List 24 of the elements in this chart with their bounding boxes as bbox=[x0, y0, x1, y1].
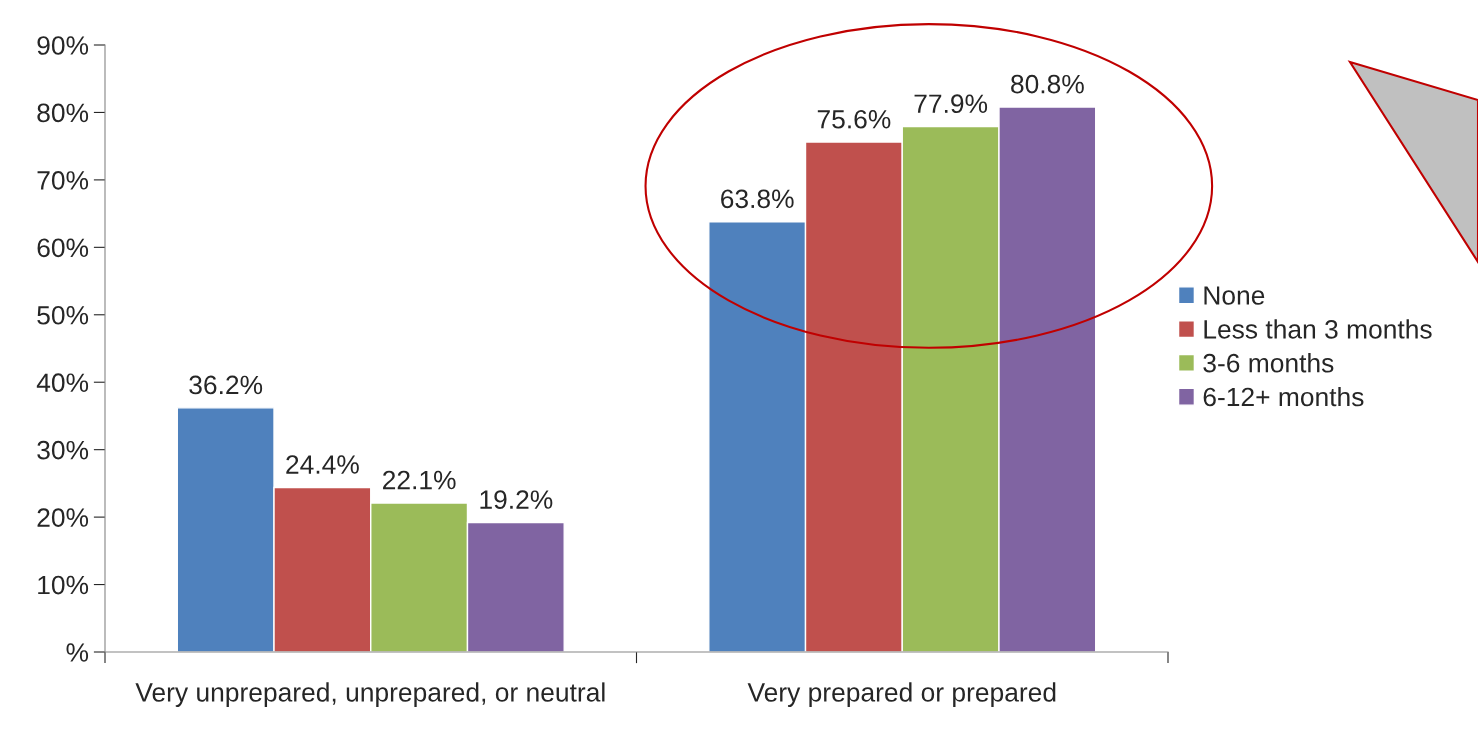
y-tick-label: 80% bbox=[37, 103, 89, 123]
data-label: 19.2% bbox=[480, 490, 553, 509]
data-label: 22.1% bbox=[383, 470, 456, 490]
data-label: 63.8% bbox=[721, 189, 794, 209]
data-label: 24.4% bbox=[286, 455, 359, 474]
data-label: 80.8% bbox=[1011, 74, 1084, 94]
y-tick-label: 30% bbox=[37, 440, 89, 460]
y-tick-label: 10% bbox=[38, 575, 89, 595]
y-tick-label: 70% bbox=[37, 171, 89, 190]
data-label: 77.9% bbox=[914, 94, 988, 114]
data-label: 36.2% bbox=[189, 375, 263, 395]
y-tick-label: 50% bbox=[37, 305, 89, 325]
legend-label: None bbox=[1204, 286, 1265, 305]
y-tick-label: 40% bbox=[36, 373, 89, 393]
legend-label: Less than 3 months bbox=[1204, 319, 1432, 339]
y-tick-label: 60% bbox=[37, 238, 89, 258]
y-tick-label: % bbox=[66, 643, 89, 662]
legend-label: 6-12+ months bbox=[1203, 386, 1364, 407]
y-tick-label: 20% bbox=[37, 508, 89, 527]
data-label: 75.6% bbox=[817, 109, 891, 129]
x-tick-label: Very prepared or prepared bbox=[747, 682, 1056, 707]
legend-label: 3-6 months bbox=[1203, 353, 1334, 373]
x-tick-label: Very unprepared, unprepared, or neutral bbox=[135, 682, 605, 707]
y-tick-label: 90% bbox=[37, 36, 89, 55]
